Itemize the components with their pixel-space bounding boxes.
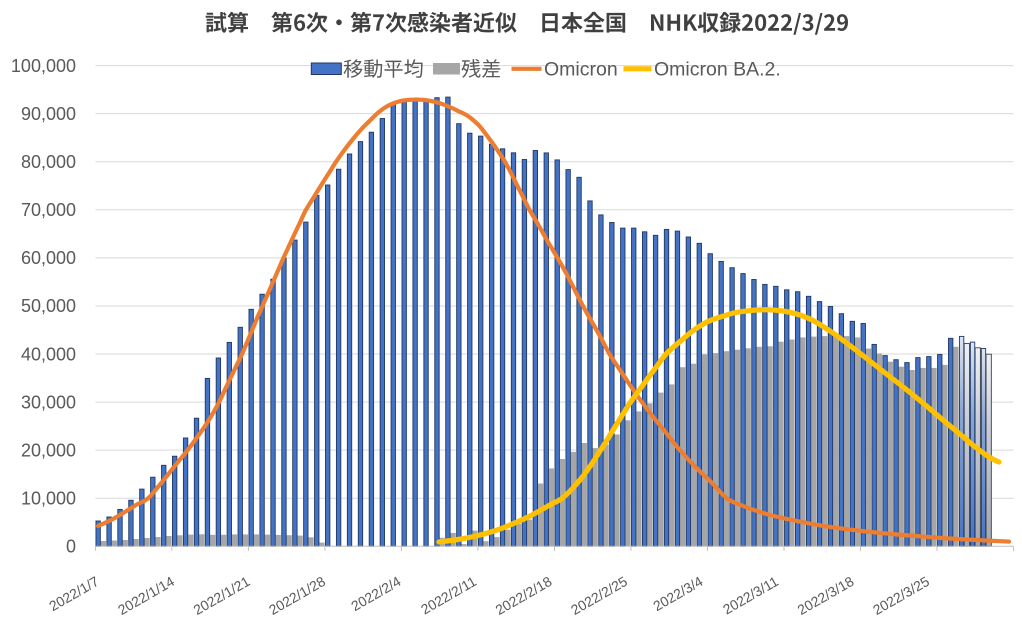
svg-text:60,000: 60,000 [21, 248, 76, 268]
svg-text:30,000: 30,000 [21, 392, 76, 412]
svg-text:40,000: 40,000 [21, 344, 76, 364]
svg-text:Omicron: Omicron [544, 58, 618, 80]
svg-text:10,000: 10,000 [21, 489, 76, 509]
svg-text:50,000: 50,000 [21, 296, 76, 316]
svg-text:Omicron BA.2.: Omicron BA.2. [654, 58, 781, 80]
svg-text:70,000: 70,000 [21, 200, 76, 220]
svg-text:90,000: 90,000 [21, 104, 76, 124]
svg-text:80,000: 80,000 [21, 152, 76, 172]
svg-text:20,000: 20,000 [21, 441, 76, 461]
svg-text:100,000: 100,000 [11, 56, 76, 76]
svg-text:0: 0 [66, 537, 76, 557]
